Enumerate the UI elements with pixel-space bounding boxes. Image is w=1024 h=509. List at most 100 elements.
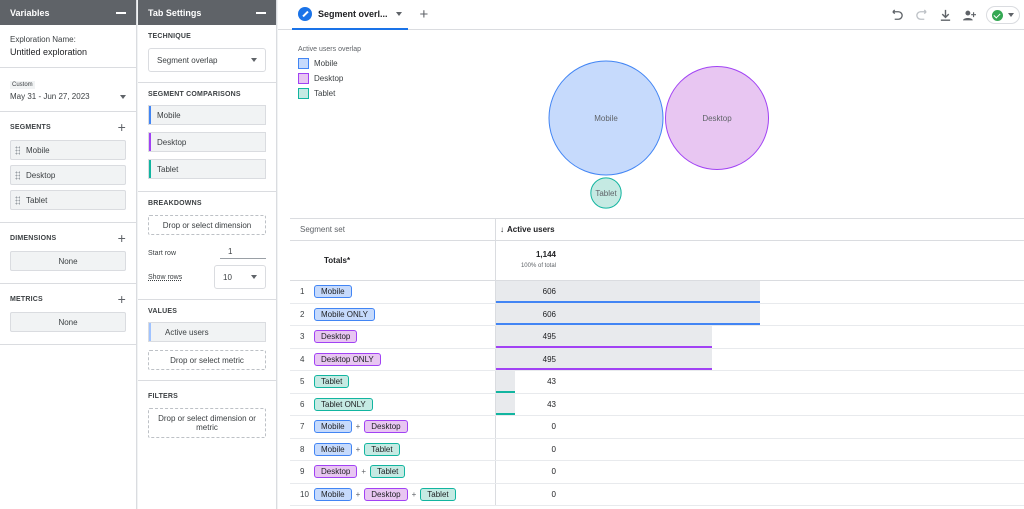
table-row[interactable]: 2 Mobile ONLY 606	[290, 303, 1024, 326]
segment-set-cell: Tablet	[314, 371, 496, 393]
variables-panel: Variables Exploration Name: Untitled exp…	[0, 0, 137, 509]
segment-pill: Tablet	[370, 465, 406, 479]
tab-segment-overlap[interactable]: Segment overl...	[292, 0, 408, 30]
chevron-down-icon	[1007, 13, 1014, 17]
segment-item-desktop[interactable]: Desktop	[10, 165, 126, 185]
value-bar	[496, 326, 712, 348]
segment-comparison-label: Tablet	[157, 164, 179, 174]
breakdowns-dropzone[interactable]: Drop or select dimension	[148, 215, 266, 235]
show-rows-label: Show rows	[148, 273, 183, 281]
drag-handle-icon[interactable]	[15, 195, 20, 205]
venn-circle-mobile[interactable]	[548, 60, 664, 176]
download-icon[interactable]	[938, 8, 952, 22]
date-tag: Custom	[10, 81, 35, 89]
undo-icon[interactable]	[890, 8, 904, 22]
segment-pill: Desktop	[364, 487, 408, 501]
venn-diagram: Mobile Desktop Tablet	[548, 60, 770, 209]
value-cell: 0	[496, 461, 1024, 483]
segment-item-tablet[interactable]: Tablet	[10, 190, 126, 210]
chevron-down-icon	[251, 275, 257, 279]
share-user-icon[interactable]	[962, 8, 976, 22]
redo-icon[interactable]	[914, 8, 928, 22]
value-bar-line	[496, 390, 515, 393]
value-active-users[interactable]: Active users	[148, 322, 266, 342]
start-row-input[interactable]: 1	[220, 247, 266, 259]
drag-handle-icon[interactable]	[15, 170, 20, 180]
table-row[interactable]: 8 Mobile + Tablet 0	[290, 438, 1024, 461]
technique-select[interactable]: Segment overlap	[148, 48, 266, 72]
results-table: Segment set ↓ Active users Totals* 1,144…	[290, 218, 1024, 506]
breakdowns-title: BREAKDOWNS	[148, 200, 202, 207]
visualization: Active users overlap Mobile Desktop Tablet…	[290, 38, 1024, 509]
segment-comparisons-section: SEGMENT COMPARISONS Mobile Desktop Tablet	[138, 83, 276, 192]
venn-circle-tablet[interactable]	[590, 177, 622, 209]
segment-comparison-tablet[interactable]: Tablet	[148, 159, 266, 179]
segment-comparison-mobile[interactable]: Mobile	[148, 105, 266, 125]
table-row[interactable]: 10 Mobile + Desktop + Tablet 0	[290, 483, 1024, 506]
segment-pill: Desktop	[314, 330, 358, 344]
show-rows-value: 10	[223, 272, 232, 282]
legend-label: Tablet	[314, 89, 336, 98]
table-row[interactable]: 4 Desktop ONLY 495	[290, 348, 1024, 371]
values-section: VALUES Active users Drop or select metri…	[138, 300, 276, 381]
exploration-name-section: Exploration Name: Untitled exploration	[0, 25, 136, 68]
dimensions-none: None	[10, 251, 126, 271]
date-range-section[interactable]: Custom May 31 - Jun 27, 2023	[0, 68, 136, 112]
status-dropdown[interactable]	[986, 6, 1020, 24]
segment-set-cell: Desktop + Tablet	[314, 461, 496, 483]
segment-set-cell: Mobile + Tablet	[314, 438, 496, 460]
segment-pill: Mobile	[314, 487, 352, 501]
segment-set-cell: Mobile + Desktop	[314, 416, 496, 438]
table-row[interactable]: 3 Desktop 495	[290, 326, 1024, 349]
venn-circle-desktop[interactable]	[664, 65, 770, 171]
value-number: 495	[542, 332, 556, 342]
segment-pill: Tablet ONLY	[314, 397, 373, 411]
table-row[interactable]: 9 Desktop + Tablet 0	[290, 461, 1024, 484]
segment-pill: Desktop	[364, 420, 408, 434]
row-index: 10	[300, 489, 309, 499]
collapse-icon[interactable]	[256, 11, 266, 14]
tab-settings-title: Tab Settings	[148, 7, 202, 18]
table-row[interactable]: 5 Tablet 43	[290, 371, 1024, 394]
variables-title: Variables	[10, 7, 50, 18]
row-index: 5	[300, 377, 305, 387]
add-segment-icon[interactable]: +	[117, 119, 126, 135]
legend-swatch	[298, 88, 309, 99]
legend-item-tablet[interactable]: Tablet	[298, 88, 343, 99]
drag-handle-icon[interactable]	[15, 145, 20, 155]
exploration-name-input[interactable]: Untitled exploration	[10, 47, 88, 57]
chevron-down-icon[interactable]	[120, 94, 126, 99]
add-metric-icon[interactable]: +	[117, 291, 126, 307]
value-number: 0	[551, 422, 556, 432]
venn-label-tablet: Tablet	[595, 189, 617, 198]
value-number: 0	[551, 444, 556, 454]
segment-comparison-desktop[interactable]: Desktop	[148, 132, 266, 152]
add-tab-icon[interactable]: +	[419, 6, 429, 23]
segment-pill: Mobile ONLY	[314, 307, 375, 321]
col-segment-set[interactable]: Segment set	[290, 219, 496, 240]
variables-header: Variables	[0, 0, 136, 25]
values-title: VALUES	[148, 308, 178, 315]
value-bar	[496, 281, 760, 303]
segment-set-cell: Mobile ONLY	[314, 303, 496, 325]
table-row[interactable]: 7 Mobile + Desktop 0	[290, 416, 1024, 439]
chevron-down-icon[interactable]	[395, 11, 402, 16]
add-dimension-icon[interactable]: +	[117, 230, 126, 246]
filters-dropzone[interactable]: Drop or select dimension or metric	[148, 408, 266, 438]
row-index: 8	[300, 444, 305, 454]
show-rows-select[interactable]: 10	[214, 265, 266, 289]
table-row[interactable]: 6 Tablet ONLY 43	[290, 393, 1024, 416]
collapse-icon[interactable]	[116, 11, 126, 14]
segment-set-cell: Desktop	[314, 326, 496, 348]
col-active-users[interactable]: ↓ Active users	[496, 219, 1024, 240]
segment-item-mobile[interactable]: Mobile	[10, 140, 126, 160]
legend-item-mobile[interactable]: Mobile	[298, 58, 343, 69]
row-index: 4	[300, 354, 305, 364]
legend-item-desktop[interactable]: Desktop	[298, 73, 343, 84]
totals-cell: 1,144 100% of total	[496, 241, 556, 280]
values-dropzone[interactable]: Drop or select metric	[148, 350, 266, 370]
legend: Mobile Desktop Tablet	[298, 58, 343, 103]
tab-bar: Segment overl... +	[278, 0, 1024, 30]
value-cell: 495	[496, 348, 1024, 370]
table-row[interactable]: 1 Mobile 606	[290, 281, 1024, 304]
